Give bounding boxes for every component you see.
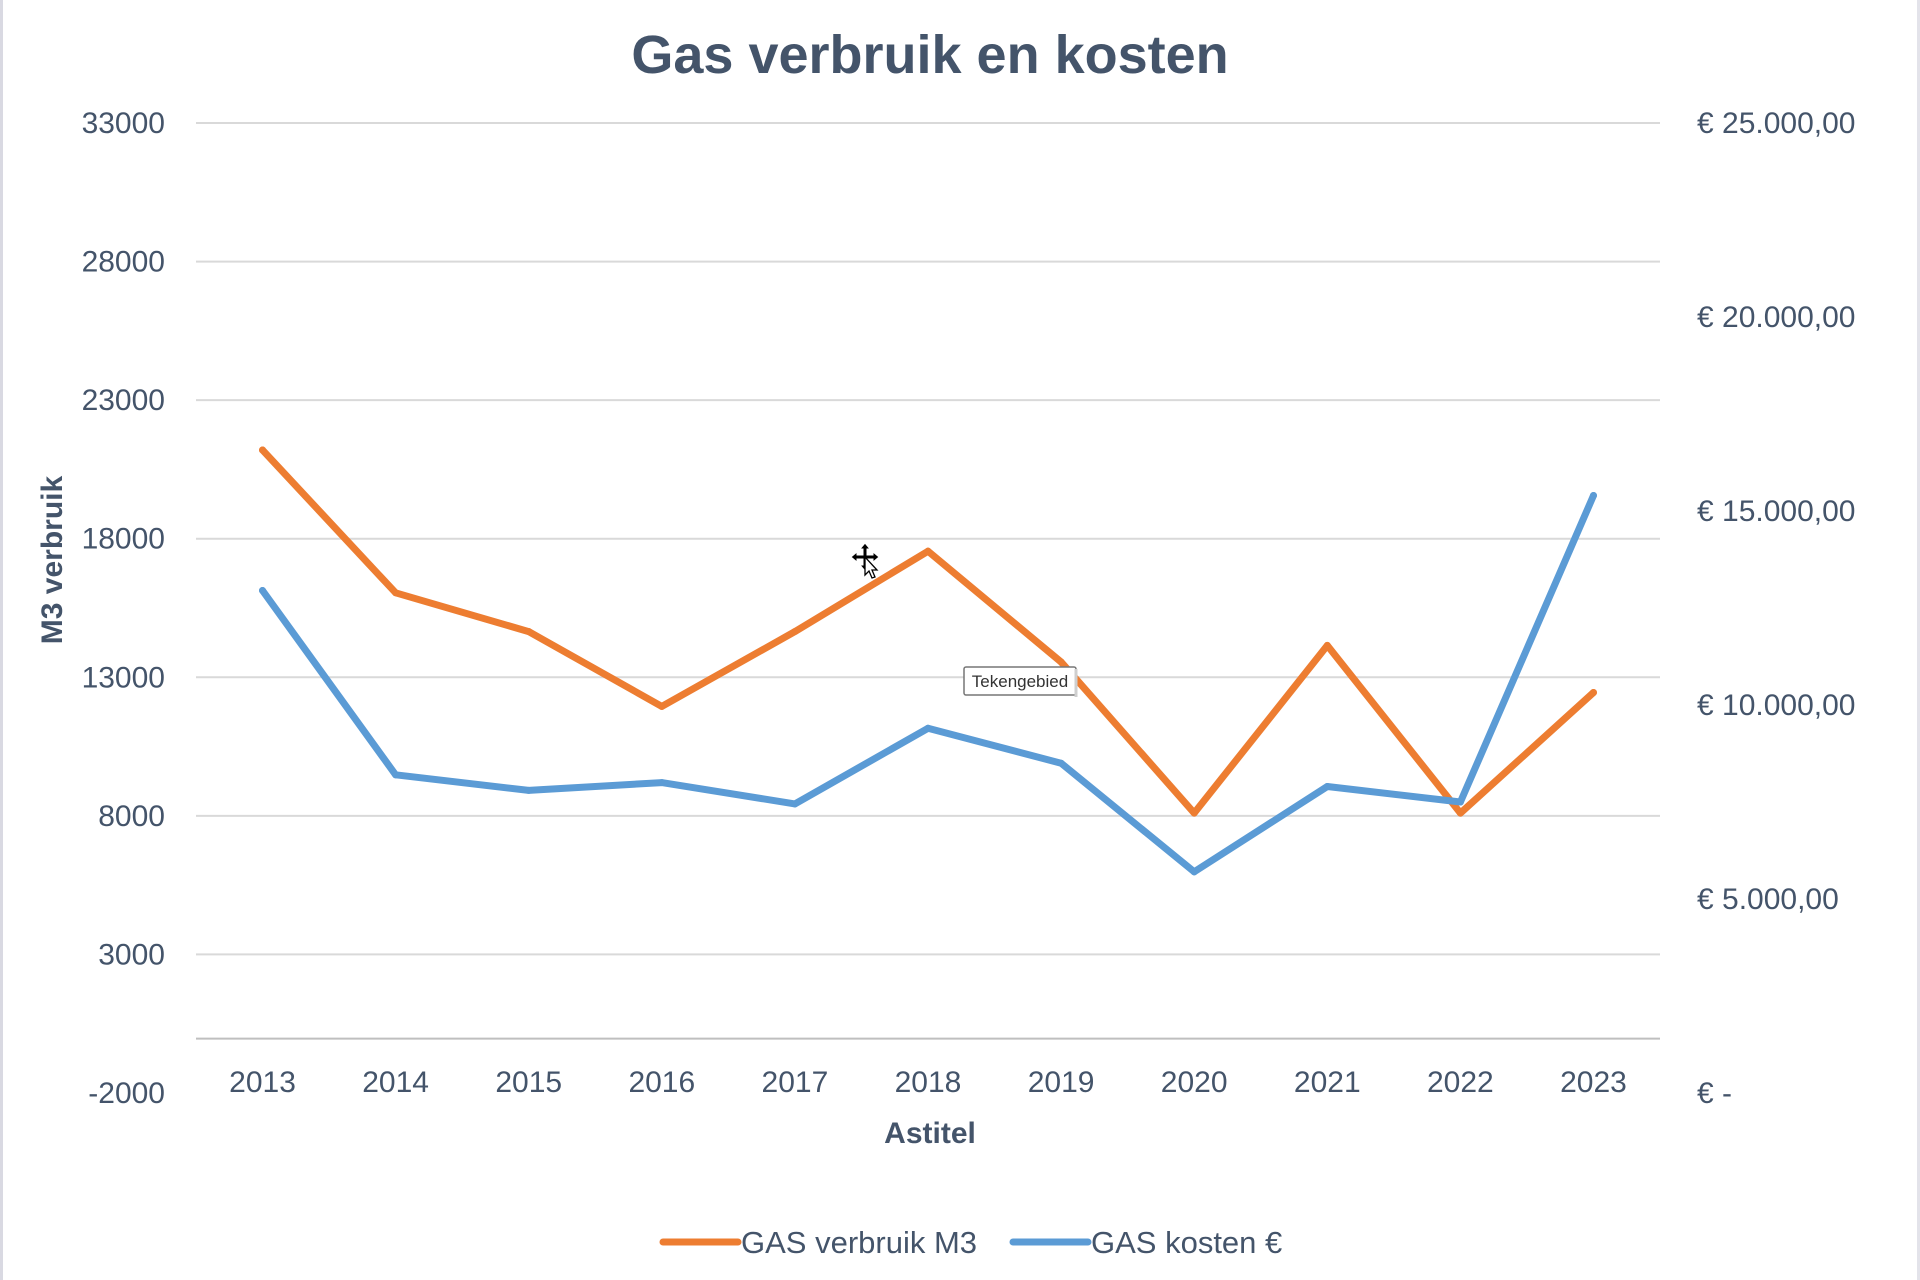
tooltip-label: Tekengebied (972, 672, 1068, 691)
y-axis-right-ticks: € 25.000,00 € 20.000,00 € 15.000,00 € 10.00… (1697, 107, 1855, 1110)
y-left-tick-label: 18000 (82, 523, 165, 556)
legend-label: GAS verbruik M3 (741, 1225, 977, 1260)
data-point[interactable] (924, 724, 932, 732)
x-tick-label: 2015 (495, 1066, 562, 1099)
tooltip: Tekengebied (963, 666, 1078, 697)
y-axis-left-ticks: 33000 28000 23000 18000 13000 8000 3000 -2000 (82, 107, 165, 1110)
x-axis-title: Astitel (884, 1117, 976, 1150)
data-point[interactable] (1323, 782, 1331, 790)
x-tick-label: 2021 (1294, 1066, 1361, 1099)
legend: GAS verbruik M3 GAS kosten € (659, 1225, 1282, 1260)
data-point[interactable] (1323, 641, 1331, 649)
series-layer[interactable] (259, 446, 1597, 876)
data-point[interactable] (791, 628, 799, 636)
x-tick-label: 2022 (1427, 1066, 1494, 1099)
x-tick-label: 2019 (1028, 1066, 1095, 1099)
window-edge-left (0, 0, 3, 1280)
x-tick-label: 2020 (1161, 1066, 1228, 1099)
x-tick-label: 2023 (1560, 1066, 1627, 1099)
legend-label: GAS kosten € (1091, 1225, 1282, 1260)
x-tick-label: 2017 (762, 1066, 829, 1099)
y-left-tick-label: -2000 (88, 1077, 165, 1110)
data-point[interactable] (1456, 809, 1464, 817)
data-point[interactable] (525, 786, 533, 794)
y-left-tick-label: 33000 (82, 107, 165, 140)
y-right-tick-label: € 5.000,00 (1697, 883, 1839, 916)
data-point[interactable] (791, 800, 799, 808)
data-point[interactable] (658, 779, 666, 787)
data-point[interactable] (924, 547, 932, 555)
y-left-tick-label: 28000 (82, 246, 165, 279)
y-right-tick-label: € 25.000,00 (1697, 107, 1855, 140)
y-left-tick-label: 13000 (82, 661, 165, 694)
window-edge-right (1917, 0, 1920, 1280)
chart-title: Gas verbruik en kosten (631, 25, 1228, 85)
y-right-tick-label: € 20.000,00 (1697, 301, 1855, 334)
y-left-tick-label: 8000 (98, 800, 165, 833)
y-right-tick-label: € - (1697, 1077, 1732, 1110)
series-line-0[interactable] (259, 446, 1597, 817)
y-left-tick-label: 23000 (82, 384, 165, 417)
x-tick-label: 2013 (229, 1066, 296, 1099)
data-point[interactable] (1190, 868, 1198, 876)
gridlines (196, 122, 1660, 956)
y-right-tick-label: € 15.000,00 (1697, 495, 1855, 528)
x-axis-ticks: 2013 2014 2015 2016 2017 2018 2019 2020 2021 2022… (229, 1066, 1627, 1099)
data-point[interactable] (392, 589, 400, 597)
data-point[interactable] (658, 702, 666, 710)
x-tick-label: 2016 (628, 1066, 695, 1099)
data-point[interactable] (1589, 689, 1597, 697)
data-point[interactable] (259, 446, 267, 454)
data-point[interactable] (1456, 798, 1464, 806)
data-point[interactable] (392, 771, 400, 779)
x-tick-label: 2014 (362, 1066, 429, 1099)
y-right-tick-label: € 10.000,00 (1697, 689, 1855, 722)
data-point[interactable] (259, 587, 267, 595)
data-point[interactable] (1057, 759, 1065, 767)
move-cursor-icon (850, 542, 880, 579)
data-point[interactable] (525, 628, 533, 636)
data-point[interactable] (1190, 809, 1198, 817)
y-left-tick-label: 3000 (98, 938, 165, 971)
y-axis-left-title: M3 verbruik (36, 475, 69, 644)
data-point[interactable] (1589, 491, 1597, 499)
data-point[interactable] (1057, 658, 1065, 666)
x-tick-label: 2018 (895, 1066, 962, 1099)
